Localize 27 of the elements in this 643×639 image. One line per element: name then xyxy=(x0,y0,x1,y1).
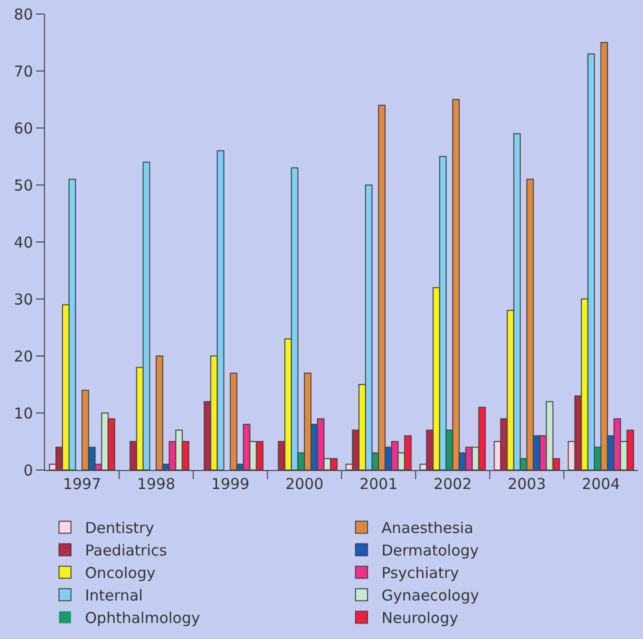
y-tick-label: 0 xyxy=(23,461,33,480)
x-tick-label: 2001 xyxy=(359,475,398,493)
legend-label: Oncology xyxy=(85,564,156,582)
x-tick-label: 1997 xyxy=(62,475,102,493)
x-tick-label: 2003 xyxy=(508,475,546,493)
y-tick-label: 80 xyxy=(14,5,33,24)
y-tick-label: 60 xyxy=(14,119,33,138)
y-tick-label: 30 xyxy=(14,290,33,308)
x-tick-label: 1999 xyxy=(211,475,250,493)
legend-label: Gynaecology xyxy=(382,586,480,605)
legend-label: Anaesthesia xyxy=(382,519,474,538)
legend-label: Ophthalmology xyxy=(85,609,200,628)
y-tick-label: 40 xyxy=(14,233,33,252)
y-tick-label: 70 xyxy=(14,62,33,80)
legend-label: Paediatrics xyxy=(85,542,168,560)
legend-label: Neurology xyxy=(382,609,458,628)
legend-label: Dentistry xyxy=(85,519,154,538)
y-tick-label: 50 xyxy=(14,176,33,194)
x-tick-label: 2000 xyxy=(285,475,324,493)
legend-label: Psychiatry xyxy=(382,564,460,582)
x-tick-label: 2002 xyxy=(434,475,472,493)
y-tick-label: 20 xyxy=(14,347,33,366)
x-tick-label: 2004 xyxy=(582,475,620,493)
x-tick-label: 1998 xyxy=(137,475,176,493)
legend-label: Internal xyxy=(85,586,143,605)
legend-label: Dermatology xyxy=(382,542,479,560)
y-tick-label: 10 xyxy=(14,404,33,422)
